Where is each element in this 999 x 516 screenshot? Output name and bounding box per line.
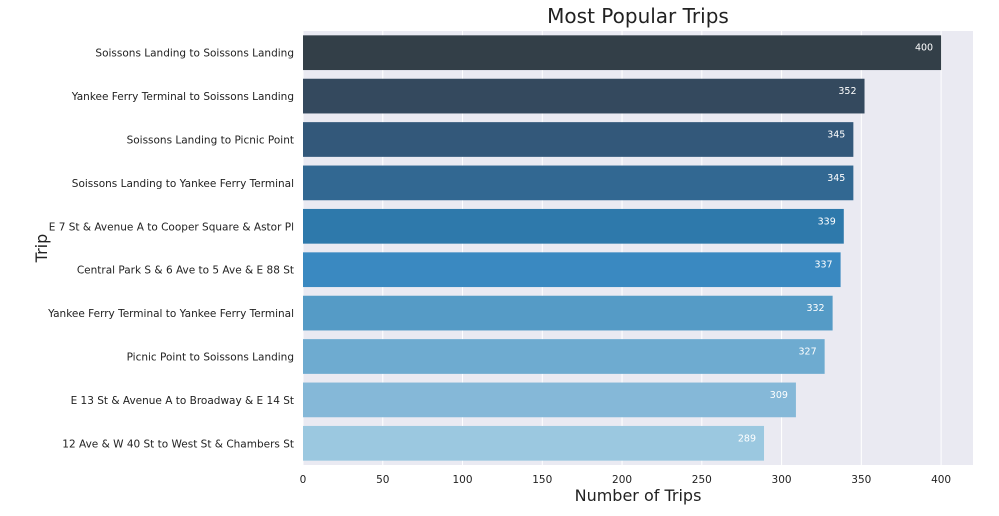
x-tick-label: 100 xyxy=(453,474,473,486)
x-tick-label: 50 xyxy=(376,474,389,486)
category-label: Yankee Ferry Terminal to Yankee Ferry Te… xyxy=(47,308,294,320)
bars xyxy=(303,35,942,461)
bar-value-label: 400 xyxy=(915,43,933,54)
category-label: 12 Ave & W 40 St to West St & Chambers S… xyxy=(62,438,294,450)
bar-value-label: 345 xyxy=(827,130,845,141)
y-axis-label: Trip xyxy=(32,234,51,264)
bar xyxy=(303,425,765,461)
x-tick-label: 200 xyxy=(612,474,632,486)
bar xyxy=(303,122,854,157)
category-label: Picnic Point to Soissons Landing xyxy=(127,352,294,364)
bar-value-label: 289 xyxy=(738,433,756,444)
bar-value-labels: 400 352 345 345 339 337 332 327 309 289 xyxy=(738,43,933,445)
bar xyxy=(303,382,796,418)
x-tick-label: 0 xyxy=(300,474,307,486)
bar xyxy=(303,339,825,374)
x-tick-labels: 0 50 100 150 200 250 300 350 400 xyxy=(300,474,951,486)
bar xyxy=(303,78,865,114)
category-label: Soissons Landing to Picnic Point xyxy=(127,135,294,147)
category-labels: Soissons Landing to Soissons Landing Yank… xyxy=(47,48,294,451)
x-axis-label: Number of Trips xyxy=(575,486,702,505)
x-tick-label: 400 xyxy=(931,474,951,486)
category-label: Yankee Ferry Terminal to Soissons Landin… xyxy=(71,91,294,103)
bar-value-label: 327 xyxy=(799,347,817,358)
chart-title: Most Popular Trips xyxy=(547,4,729,28)
bar-value-label: 345 xyxy=(827,173,845,184)
bar xyxy=(303,165,854,201)
x-tick-label: 150 xyxy=(532,474,552,486)
bar xyxy=(303,35,942,71)
x-tick-label: 300 xyxy=(772,474,792,486)
bar-value-label: 352 xyxy=(838,86,856,97)
category-label: Soissons Landing to Soissons Landing xyxy=(95,48,294,60)
category-label: Central Park S & 6 Ave to 5 Ave & E 88 S… xyxy=(77,265,294,277)
bar-value-label: 309 xyxy=(770,390,788,401)
bar-value-label: 339 xyxy=(818,216,836,227)
x-tick-label: 350 xyxy=(851,474,871,486)
category-label: Soissons Landing to Yankee Ferry Termina… xyxy=(72,178,294,190)
category-label: E 13 St & Avenue A to Broadway & E 14 St xyxy=(71,395,294,407)
bar xyxy=(303,208,844,244)
bar-value-label: 337 xyxy=(814,260,832,271)
x-tick-label: 250 xyxy=(692,474,712,486)
bar xyxy=(303,252,841,288)
category-label: E 7 St & Avenue A to Cooper Square & Ast… xyxy=(49,221,294,233)
bar-value-label: 332 xyxy=(806,303,824,314)
bar xyxy=(303,295,833,331)
